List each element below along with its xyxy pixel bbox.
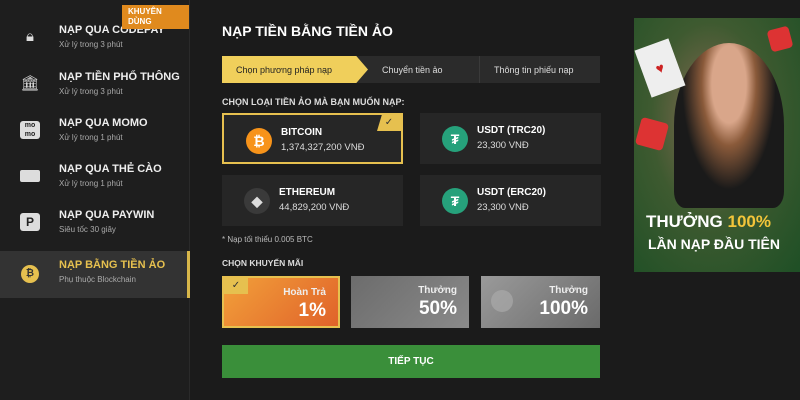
promo-value: 100% [539, 298, 588, 319]
banner-headline: THƯỞNG 100% [646, 212, 771, 231]
sidebar-item-crypto[interactable]: ₿ NẠP BẰNG TIỀN ẢO Phụ thuộc Blockchain [0, 251, 190, 298]
promo-label: CHỌN KHUYẾN MÃI [222, 258, 304, 268]
sidebar-item-label: NẠP QUA THẺ CÀO [59, 163, 162, 175]
bitcoin-icon: ₿ [246, 128, 272, 154]
sidebar-item-sub: Siêu tốc 30 giây [59, 225, 116, 234]
banner-subline: LẦN NẠP ĐẦU TIÊN [648, 236, 780, 252]
crypto-rate: 44,829,200 VNĐ [279, 202, 350, 213]
promo-value: 50% [418, 298, 457, 319]
sidebar: 🔒︎ NẠP QUA CODEPAY Xử lý trong 3 phút KH… [0, 0, 190, 400]
recommended-badge: KHUYÊN DÙNG [122, 5, 189, 29]
promo-option-bonus-100[interactable]: Thưởng 100% [481, 276, 600, 328]
lock-icon: 🔒︎ [26, 28, 34, 45]
crypto-option-bitcoin[interactable]: ₿ BITCOIN 1,374,327,200 VNĐ ✓ [222, 113, 403, 164]
check-icon: ✓ [377, 115, 401, 131]
sidebar-item-paywin[interactable]: P NẠP QUA PAYWIN Siêu tốc 30 giây [0, 201, 190, 248]
stepper: Chọn phương pháp nạp Chuyển tiền ảo Thôn… [222, 56, 600, 83]
card-icon [20, 167, 40, 185]
soccer-ball-icon [491, 290, 513, 312]
crypto-option-ethereum[interactable]: ◆ ETHEREUM 44,829,200 VNĐ [222, 175, 403, 226]
dice-image [634, 116, 670, 152]
crypto-rate: 1,374,327,200 VNĐ [281, 142, 365, 153]
momo-icon: mo mo [20, 121, 40, 139]
crypto-rate: 23,300 VNĐ [477, 140, 529, 151]
promo-label-text: Thưởng [549, 285, 588, 296]
bank-icon: 🏛︎ [20, 75, 40, 92]
sidebar-item-sub: Xử lý trong 3 phút [59, 40, 123, 49]
sidebar-item-label: NẠP QUA MOMO [59, 117, 148, 129]
dice-image [766, 25, 794, 53]
promo-banner[interactable]: ♥ THƯỞNG 100% LẦN NẠP ĐẦU TIÊN [634, 18, 800, 272]
sidebar-item-sub: Xử lý trong 1 phút [59, 133, 123, 142]
check-icon: ✓ [224, 278, 248, 294]
sidebar-item-momo[interactable]: mo mo NẠP QUA MOMO Xử lý trong 1 phút [0, 109, 190, 156]
crypto-name: USDT (TRC20) [477, 125, 546, 136]
sidebar-item-sub: Xử lý trong 1 phút [59, 179, 123, 188]
promo-label-text: Thưởng [418, 285, 457, 296]
continue-button[interactable]: TIẾP TỤC [222, 345, 600, 378]
crypto-name: BITCOIN [281, 127, 323, 138]
sidebar-item-sub: Xử lý trong 3 phút [59, 87, 123, 96]
sidebar-item-sub: Phụ thuộc Blockchain [59, 275, 136, 284]
crypto-option-usdt-erc20[interactable]: ₮ USDT (ERC20) 23,300 VNĐ [420, 175, 601, 226]
step-receipt-info: Thông tin phiếu nạp [494, 64, 574, 75]
sidebar-item-bank[interactable]: 🏛︎ NẠP TIỀN PHỔ THÔNG Xử lý trong 3 phút [0, 63, 190, 110]
step-choose-method: Chọn phương pháp nạp [222, 56, 368, 83]
tether-icon: ₮ [442, 126, 468, 152]
crypto-option-usdt-trc20[interactable]: ₮ USDT (TRC20) 23,300 VNĐ [420, 113, 601, 164]
sidebar-item-label: NẠP TIỀN PHỔ THÔNG [59, 71, 180, 83]
crypto-label: CHỌN LOẠI TIỀN ẢO MÀ BẠN MUỐN NẠP: [222, 97, 405, 107]
page-title: NẠP TIỀN BẰNG TIỀN ẢO [222, 23, 393, 39]
crypto-name: ETHEREUM [279, 187, 336, 198]
bitcoin-icon: ₿ [20, 263, 40, 283]
ethereum-icon: ◆ [244, 188, 270, 214]
step-transfer: Chuyển tiền ảo [368, 56, 480, 83]
minimum-note: * Nạp tối thiểu 0.005 BTC [222, 235, 313, 244]
sidebar-item-label: NẠP BẰNG TIỀN ẢO [59, 259, 166, 271]
promo-value: 1% [298, 300, 326, 321]
promo-label-text: Hoàn Trả [283, 287, 326, 298]
promo-option-cashback[interactable]: ✓ Hoàn Trả 1% [222, 276, 340, 328]
promo-option-bonus-50[interactable]: Thưởng 50% [351, 276, 469, 328]
playing-card-image: ♥ [634, 38, 686, 98]
crypto-name: USDT (ERC20) [477, 187, 546, 198]
paywin-icon: P [20, 213, 40, 231]
banner-model-image [674, 43, 784, 208]
tether-icon: ₮ [442, 188, 468, 214]
sidebar-item-label: NẠP QUA PAYWIN [59, 209, 155, 221]
crypto-rate: 23,300 VNĐ [477, 202, 529, 213]
sidebar-item-scratch-card[interactable]: NẠP QUA THẺ CÀO Xử lý trong 1 phút [0, 155, 190, 202]
